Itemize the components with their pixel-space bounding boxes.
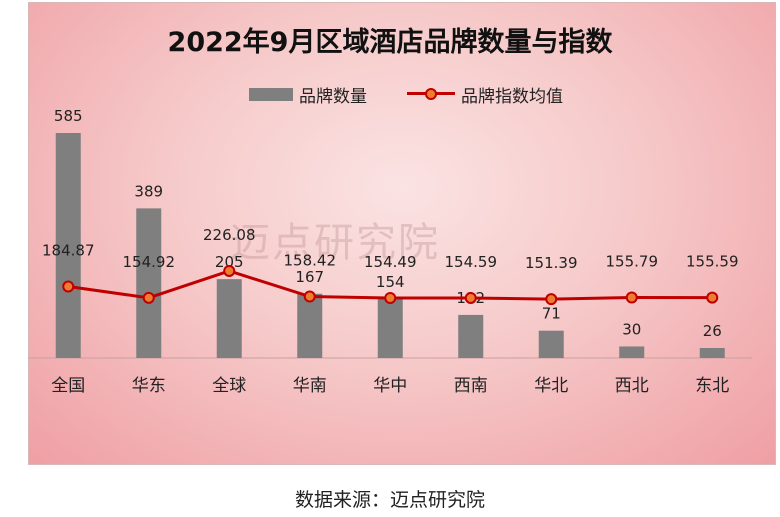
line-label-1: 154.92 <box>123 253 176 271</box>
legend-label-line: 品牌指数均值 <box>461 86 563 107</box>
x-tick-5: 西南 <box>454 376 488 396</box>
line-label-2: 226.08 <box>203 226 256 244</box>
x-tick-2: 全球 <box>212 376 246 396</box>
line-label-7: 155.79 <box>606 253 659 271</box>
bar-label-7: 30 <box>622 320 641 338</box>
bar-label-4: 154 <box>376 273 405 291</box>
x-tick-6: 华北 <box>534 376 568 396</box>
bar-label-2: 205 <box>215 253 244 271</box>
line-label-0: 184.87 <box>42 242 95 260</box>
x-tick-7: 西北 <box>615 376 649 396</box>
bar-8 <box>699 348 725 358</box>
line-point-2 <box>223 264 236 277</box>
line-point-7 <box>625 291 638 304</box>
x-tick-3: 华南 <box>293 376 327 396</box>
chart-title: 2022年9月区域酒店品牌数量与指数 <box>167 27 613 58</box>
bar-label-3: 167 <box>295 268 324 286</box>
line-label-3: 158.42 <box>284 252 337 270</box>
bar-5 <box>458 314 484 358</box>
x-tick-8: 东北 <box>695 376 729 396</box>
watermark-text: 迈点研究院 <box>230 220 440 266</box>
x-tick-1: 华东 <box>132 376 166 396</box>
bar-label-6: 71 <box>542 305 561 323</box>
legend-bar-swatch <box>249 87 293 101</box>
bar-4 <box>377 298 403 358</box>
bar-label-0: 585 <box>54 107 83 125</box>
x-tick-4: 华中 <box>373 376 407 396</box>
bar-label-8: 26 <box>703 322 722 340</box>
bar-3 <box>297 293 323 358</box>
line-point-1 <box>142 291 155 304</box>
line-point-4 <box>384 292 397 305</box>
bar-6 <box>538 330 564 358</box>
line-point-6 <box>545 293 558 306</box>
bar-1 <box>136 208 162 358</box>
bar-2 <box>216 279 242 358</box>
line-point-0 <box>62 280 75 293</box>
line-label-4: 154.49 <box>364 253 417 271</box>
source-note: 数据来源：迈点研究院 <box>294 489 485 511</box>
x-tick-0: 全国 <box>51 376 85 396</box>
chart-legend: 品牌数量 品牌指数均值 <box>249 82 563 107</box>
line-label-6: 151.39 <box>525 254 578 272</box>
line-label-8: 155.59 <box>686 253 739 271</box>
bar-7 <box>619 346 645 358</box>
legend-label-bars: 品牌数量 <box>299 86 367 107</box>
bar-label-1: 389 <box>134 182 163 200</box>
line-label-5: 154.59 <box>445 253 498 271</box>
line-point-8 <box>706 291 719 304</box>
line-point-5 <box>464 291 477 304</box>
chart-plot: 585389205167154112713026全国华东全球华南华中西南华北西北… <box>28 107 753 396</box>
line-point-3 <box>303 290 316 303</box>
bar-0 <box>55 133 81 358</box>
legend-line-swatch <box>407 87 455 101</box>
